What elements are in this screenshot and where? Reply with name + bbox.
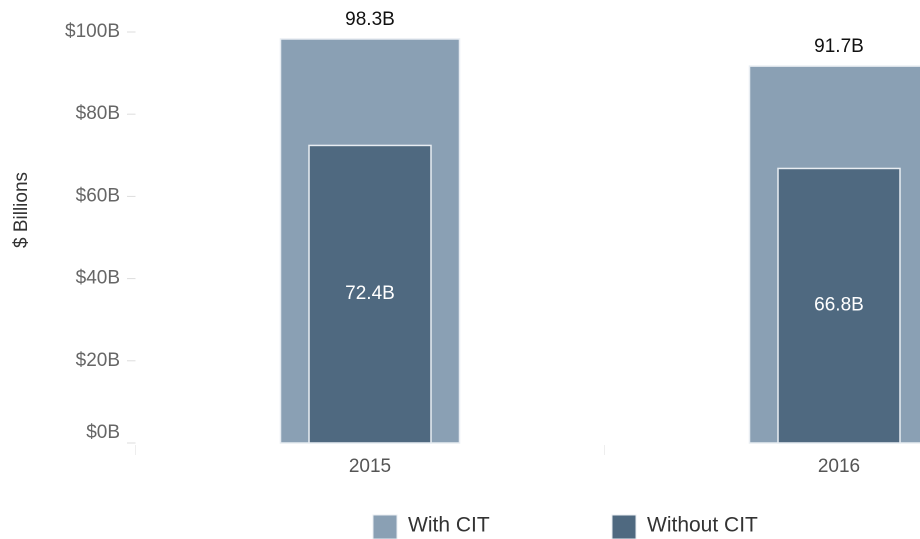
legend-swatch xyxy=(611,514,637,539)
bar xyxy=(308,144,432,444)
value-label: 91.7B xyxy=(814,36,864,57)
bar xyxy=(777,167,901,444)
y-axis-label: $ Billions xyxy=(11,172,32,248)
legend-label: With CIT xyxy=(408,514,490,537)
legend-swatch xyxy=(372,514,398,539)
y-tick-label: $100B xyxy=(65,21,120,42)
value-label: 72.4B xyxy=(345,283,395,304)
y-tick-label: $20B xyxy=(76,350,120,371)
y-tick-label: $80B xyxy=(76,103,120,124)
legend-label: Without CIT xyxy=(647,514,758,537)
y-tick-label: $60B xyxy=(76,185,120,206)
value-label: 66.8B xyxy=(814,295,864,316)
x-tick-label: 2016 xyxy=(818,456,860,477)
y-tick-label: $0B xyxy=(86,422,120,443)
y-tick-label: $40B xyxy=(76,268,120,289)
x-tick-label: 2015 xyxy=(349,456,391,477)
value-label: 98.3B xyxy=(345,9,395,30)
